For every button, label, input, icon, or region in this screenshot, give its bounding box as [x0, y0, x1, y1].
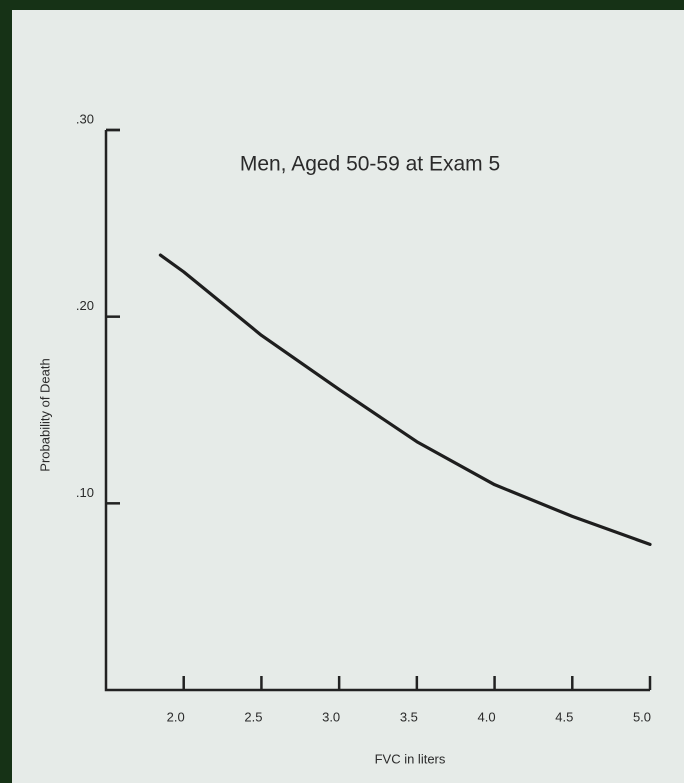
y-tick-label: .30	[76, 111, 94, 126]
y-tick-label: .10	[76, 485, 94, 500]
chart-title: Men, Aged 50-59 at Exam 5	[240, 153, 500, 176]
data-line	[158, 253, 652, 546]
x-tick-label: 5.0	[633, 709, 651, 724]
y-tick-label: .20	[76, 298, 94, 313]
y-axis-label: Probability of Death	[37, 358, 52, 471]
x-tick-label: 2.5	[244, 709, 262, 724]
x-tick-label: 2.0	[167, 709, 185, 724]
x-tick-label: 3.5	[400, 709, 418, 724]
x-tick-label: 4.5	[555, 709, 573, 724]
x-tick-label: 4.0	[478, 709, 496, 724]
x-axis-label: FVC in liters	[375, 751, 446, 766]
x-tick-label: 3.0	[322, 709, 340, 724]
